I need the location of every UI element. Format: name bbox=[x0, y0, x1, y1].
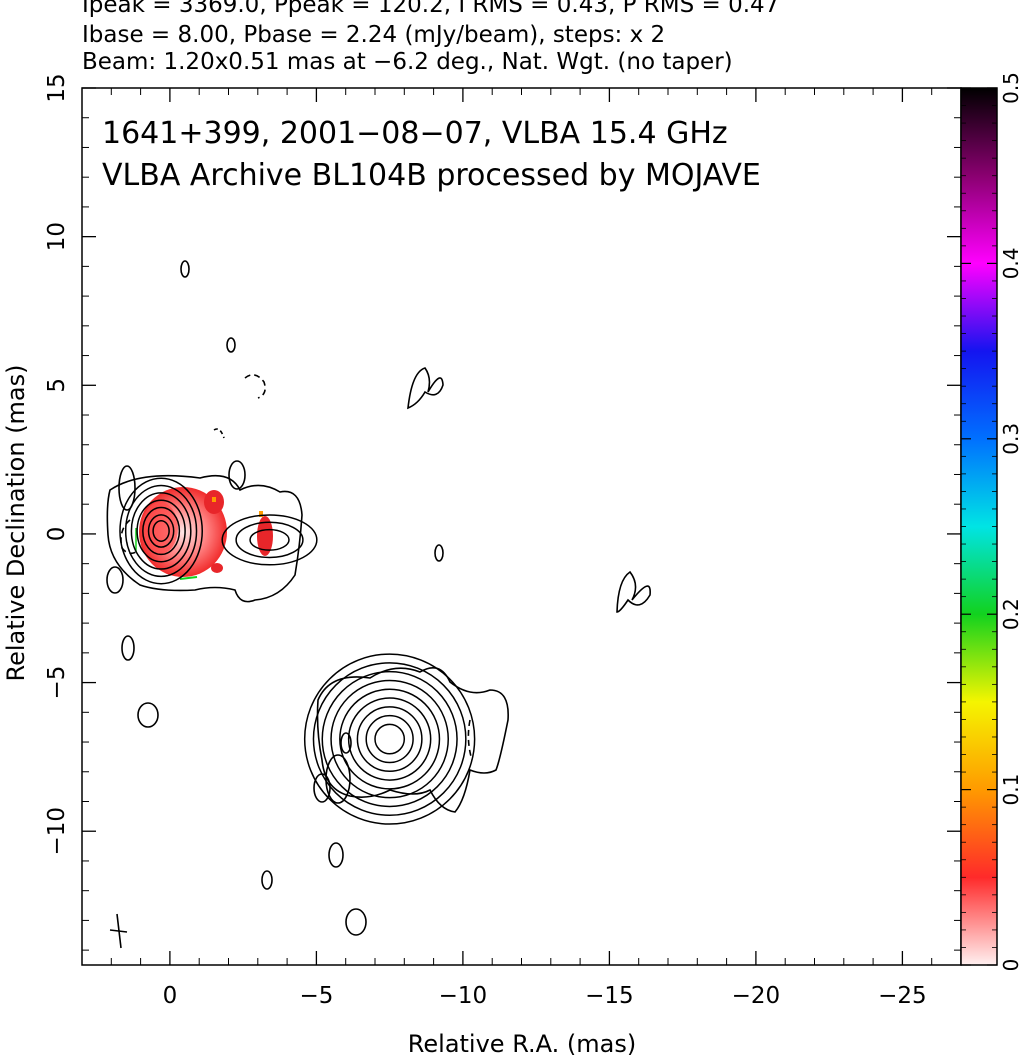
header-peak-stats: Ipeak = 3369.0, Ppeak = 120.2, I RMS = 0… bbox=[82, 0, 780, 18]
colorbar-ticks: 0 0.1 0.2 0.3 0.4 0.5 bbox=[961, 72, 1022, 971]
core-contour bbox=[130, 492, 192, 570]
core-contour bbox=[124, 484, 198, 578]
lower-polarization-patch bbox=[211, 563, 223, 573]
noise-contour bbox=[118, 465, 136, 511]
noise-contours bbox=[106, 260, 651, 936]
stokes-i-contours bbox=[119, 477, 476, 825]
jet-knot-contour bbox=[249, 528, 290, 551]
x-tick-label: −10 bbox=[439, 983, 488, 1009]
southern-component-contour bbox=[347, 697, 432, 781]
x-tick-label: 0 bbox=[163, 983, 178, 1009]
x-axis-label: Relative R.A. (mas) bbox=[408, 1030, 636, 1058]
noise-contour bbox=[261, 870, 273, 890]
x-tick-label: −5 bbox=[299, 983, 333, 1009]
noise-contour bbox=[407, 367, 444, 410]
jet-polarization-hotspot bbox=[259, 511, 263, 517]
colorbar-tick-label: 0 bbox=[999, 959, 1022, 972]
colorbar-tick-label: 0.1 bbox=[999, 774, 1022, 806]
core-contour bbox=[136, 499, 186, 563]
southern-component-contour bbox=[303, 653, 476, 825]
noise-contour bbox=[345, 908, 367, 936]
core-polarization-hotspot bbox=[212, 497, 216, 502]
colorbar-tick-label: 0.3 bbox=[999, 423, 1022, 455]
colorbar: 0 0.1 0.2 0.3 0.4 0.5 bbox=[960, 72, 1022, 971]
outer-contour bbox=[316, 666, 509, 813]
core-contour bbox=[119, 477, 203, 585]
noise-contour-negative bbox=[120, 519, 137, 555]
noise-contour bbox=[328, 842, 344, 868]
archive-annotation: VLBA Archive BL104B processed by MOJAVE bbox=[102, 158, 761, 193]
header-base-levels: Ibase = 8.00, Pbase = 2.24 (mJy/beam), s… bbox=[82, 22, 666, 48]
noise-contour bbox=[137, 702, 159, 728]
jet-knot-contour bbox=[235, 521, 304, 559]
header-beam-info: Beam: 1.20x0.51 mas at −6.2 deg., Nat. W… bbox=[82, 49, 733, 75]
noise-contour bbox=[180, 260, 190, 278]
colorbar-tick-label: 0.2 bbox=[999, 598, 1022, 630]
noise-contour bbox=[340, 732, 352, 754]
y-tick-label: 0 bbox=[44, 527, 70, 542]
core-contour bbox=[152, 519, 170, 542]
core-polarization-green-edge bbox=[179, 576, 198, 580]
noise-contour bbox=[434, 544, 444, 562]
outer-contour bbox=[106, 474, 303, 603]
colorbar-gradient bbox=[961, 88, 997, 965]
y-axis-label: Relative Declination (mas) bbox=[2, 364, 30, 681]
noise-contour bbox=[228, 460, 246, 490]
y-tick-label: 15 bbox=[44, 73, 70, 102]
noise-contour bbox=[313, 773, 331, 803]
noise-contour-negative bbox=[213, 428, 225, 439]
y-tick-label: 10 bbox=[44, 222, 70, 251]
y-tick-label: −10 bbox=[44, 807, 70, 856]
noise-contour-negative bbox=[244, 374, 266, 399]
beam-shape bbox=[109, 913, 128, 949]
southern-component-contour bbox=[356, 706, 423, 773]
southern-component-contour bbox=[312, 662, 467, 816]
colorbar-tick-label: 0.5 bbox=[999, 72, 1022, 104]
jet-polarization-patch bbox=[257, 516, 273, 556]
southern-component-contour bbox=[374, 723, 406, 755]
x-tick-label: −20 bbox=[732, 983, 781, 1009]
x-tick-label: −25 bbox=[878, 983, 927, 1009]
southern-component-contour bbox=[330, 679, 449, 799]
southern-component-contour bbox=[321, 670, 458, 808]
jet-knot-contour bbox=[221, 514, 318, 566]
y-tick-label: 5 bbox=[44, 378, 70, 393]
core-contour bbox=[142, 506, 181, 556]
source-annotation: 1641+399, 2001−08−07, VLBA 15.4 GHz bbox=[102, 116, 728, 151]
x-tick-label: −15 bbox=[585, 983, 634, 1009]
y-tick-label: −5 bbox=[44, 666, 70, 700]
colorbar-tick-label: 0.4 bbox=[999, 247, 1022, 279]
noise-contour bbox=[325, 754, 351, 804]
southern-component-contour bbox=[365, 714, 414, 764]
southern-component-contour bbox=[339, 688, 441, 790]
core-contour bbox=[147, 514, 175, 548]
noise-contour bbox=[121, 635, 135, 661]
noise-contour-negative bbox=[467, 719, 473, 761]
noise-contour bbox=[106, 566, 124, 594]
beam-minor-axis bbox=[109, 929, 128, 933]
noise-contour bbox=[616, 570, 651, 613]
noise-contour bbox=[226, 337, 236, 353]
